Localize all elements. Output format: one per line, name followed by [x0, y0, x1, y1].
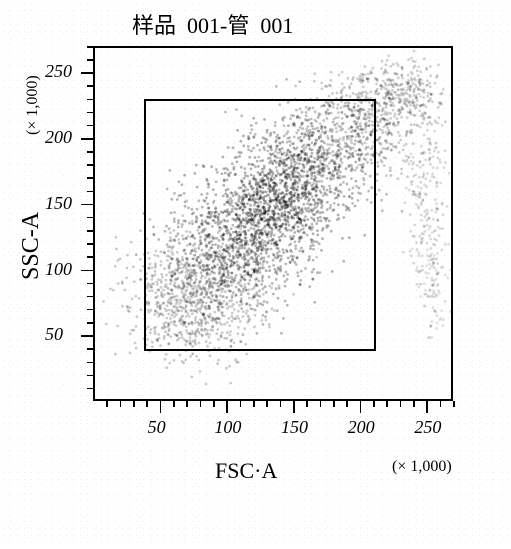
y-axis-multiplier: (× 1,000): [24, 75, 42, 135]
tick-label: 150: [281, 417, 308, 438]
x-axis-multiplier: (× 1,000): [392, 458, 452, 476]
tick-label: 50: [148, 417, 166, 438]
chart-title: 样品 001-管 001: [132, 8, 293, 40]
tick-label: 250: [45, 61, 72, 82]
scatter-layer: [93, 46, 453, 401]
tick-label: 200: [348, 417, 375, 438]
tick-label: 200: [45, 127, 72, 148]
tick-label: 150: [45, 193, 72, 214]
chart-container: 样品 001-管 001 50 100 150 200 250 50 100 150 200 25…: [0, 0, 511, 549]
tick-label: 250: [414, 417, 441, 438]
tick-label: 50: [45, 324, 63, 345]
tick-label: 100: [214, 417, 241, 438]
x-axis-label: FSC·A: [215, 458, 277, 484]
tick-label: 100: [45, 259, 72, 280]
y-axis-label: SSC-A: [18, 212, 45, 280]
